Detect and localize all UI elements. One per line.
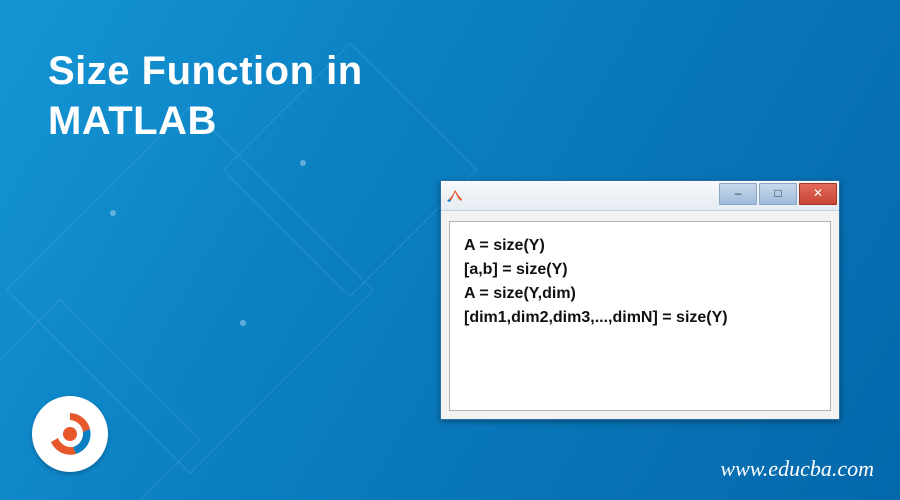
window-control-buttons: – □ ✕ <box>719 181 839 210</box>
window-titlebar: – □ ✕ <box>441 181 839 211</box>
page-title: Size Function in MATLAB <box>48 46 363 146</box>
close-glyph: ✕ <box>813 187 823 199</box>
bg-decoration-dot <box>110 210 116 216</box>
minimize-button[interactable]: – <box>719 183 757 205</box>
maximize-glyph: □ <box>774 187 781 199</box>
brand-logo <box>32 396 108 472</box>
code-window: – □ ✕ A = size(Y) [a,b] = size(Y) A = si… <box>440 180 840 420</box>
matlab-icon <box>447 188 463 204</box>
brand-logo-icon <box>43 407 97 461</box>
bg-decoration-dot <box>240 320 246 326</box>
slide-canvas: Size Function in MATLAB – □ ✕ A = size(Y… <box>0 0 900 500</box>
close-button[interactable]: ✕ <box>799 183 837 205</box>
minimize-glyph: – <box>735 187 742 199</box>
window-titlebar-left <box>441 181 719 210</box>
bg-decoration-dot <box>300 160 306 166</box>
page-title-line: Size Function in <box>48 46 363 96</box>
maximize-button[interactable]: □ <box>759 183 797 205</box>
code-window-body: A = size(Y) [a,b] = size(Y) A = size(Y,d… <box>449 221 831 411</box>
footer-url: www.educba.com <box>720 456 874 482</box>
page-title-line: MATLAB <box>48 96 363 146</box>
